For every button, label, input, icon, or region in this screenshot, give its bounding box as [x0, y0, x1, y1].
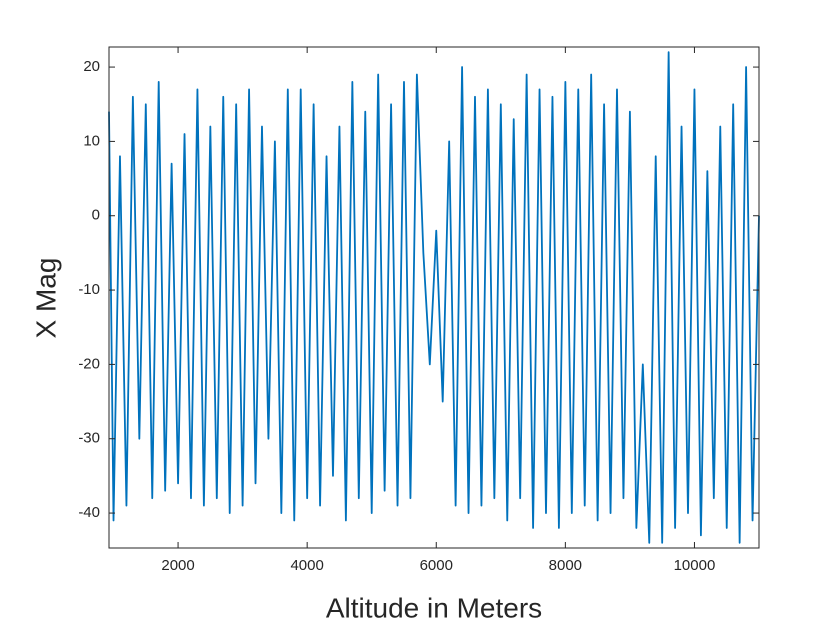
y-tick-label: 10 [83, 132, 100, 149]
y-axis-label: X Mag [30, 258, 61, 339]
x-tick-label: 4000 [290, 557, 323, 574]
x-axis-label: Altitude in Meters [326, 592, 542, 623]
x-tick-label: 2000 [161, 557, 194, 574]
plot-frame [108, 46, 760, 549]
y-tick-label: -30 [78, 430, 100, 447]
x-tick-label: 10000 [674, 557, 716, 574]
data-line [108, 51, 760, 544]
x-tick-label: 8000 [549, 557, 582, 574]
y-tick-label: 0 [92, 207, 100, 224]
y-tick-label: -40 [78, 504, 100, 521]
y-tick-label: -20 [78, 355, 100, 372]
x-tick-label: 6000 [420, 557, 453, 574]
y-tick-label: -10 [78, 281, 100, 298]
y-tick-label: 20 [83, 58, 100, 75]
